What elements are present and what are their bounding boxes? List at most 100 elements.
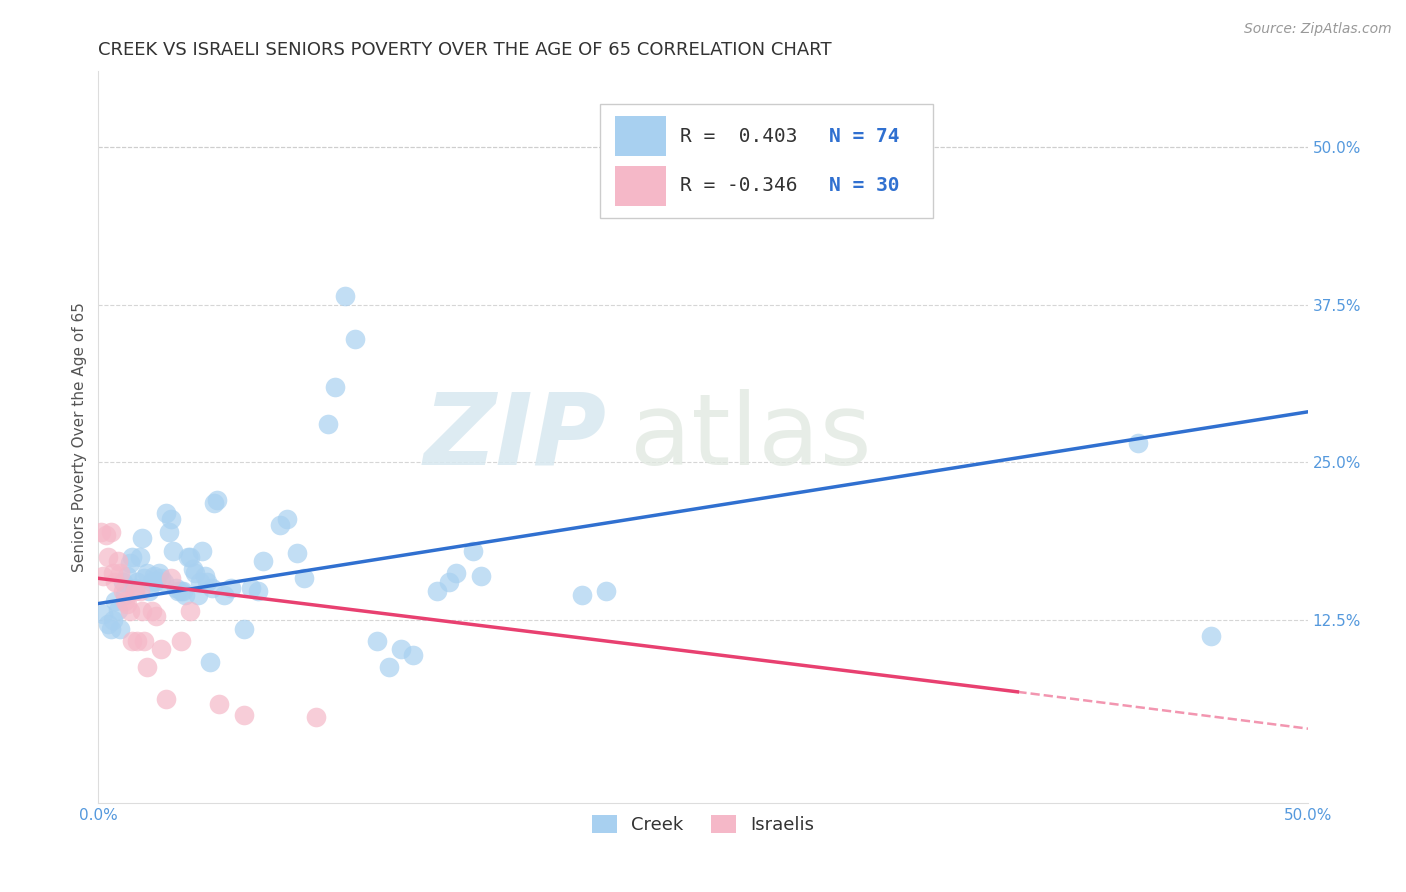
Point: [366, 634, 388, 648]
Point: [114, 588, 136, 602]
Point: [117, 597, 139, 611]
Bar: [614, 116, 665, 156]
Point: [91, 607, 114, 621]
Point: [124, 583, 146, 598]
Point: [165, 582, 187, 596]
Point: [269, 518, 291, 533]
Point: [128, 583, 150, 598]
Point: [305, 710, 328, 724]
Point: [148, 566, 170, 581]
Point: [232, 707, 254, 722]
Point: [167, 583, 190, 598]
Point: [181, 562, 204, 576]
Point: [150, 642, 173, 657]
Point: [108, 566, 131, 581]
Point: [221, 582, 243, 596]
Text: atlas: atlas: [630, 389, 872, 485]
Point: [91, 569, 114, 583]
Point: [127, 634, 149, 648]
Point: [470, 569, 492, 583]
Point: [141, 604, 163, 618]
Point: [107, 554, 129, 568]
Point: [127, 575, 149, 590]
Point: [121, 549, 143, 564]
Point: [188, 575, 211, 590]
Point: [426, 583, 449, 598]
Point: [285, 546, 308, 560]
Point: [377, 659, 399, 673]
Point: [204, 496, 226, 510]
Point: [446, 566, 468, 581]
Point: [114, 594, 136, 608]
Point: [97, 616, 120, 631]
Point: [212, 588, 235, 602]
Point: [104, 575, 127, 590]
Point: [160, 571, 183, 585]
Point: [141, 575, 163, 590]
Point: [143, 569, 166, 583]
Point: [118, 556, 141, 570]
Point: [201, 582, 224, 596]
Point: [389, 642, 412, 657]
Point: [208, 698, 231, 712]
Text: N = 30: N = 30: [828, 177, 900, 195]
Point: [232, 622, 254, 636]
Point: [155, 692, 177, 706]
Point: [1128, 436, 1150, 450]
Y-axis label: Seniors Poverty Over the Age of 65: Seniors Poverty Over the Age of 65: [72, 302, 87, 572]
Point: [187, 588, 209, 602]
Point: [172, 583, 194, 598]
Point: [179, 549, 201, 564]
Point: [145, 574, 167, 588]
Point: [104, 594, 127, 608]
Point: [111, 583, 134, 598]
Point: [160, 512, 183, 526]
Point: [131, 531, 153, 545]
Point: [571, 588, 593, 602]
Text: ZIP: ZIP: [423, 389, 606, 485]
Text: CREEK VS ISRAELI SENIORS POVERTY OVER THE AGE OF 65 CORRELATION CHART: CREEK VS ISRAELI SENIORS POVERTY OVER TH…: [98, 41, 832, 59]
Point: [107, 603, 129, 617]
Point: [90, 524, 112, 539]
Text: R = -0.346: R = -0.346: [681, 177, 797, 195]
Point: [138, 583, 160, 598]
Point: [343, 332, 366, 346]
Point: [134, 571, 156, 585]
Point: [239, 582, 262, 596]
Point: [247, 583, 270, 598]
Point: [121, 634, 143, 648]
Point: [155, 506, 177, 520]
Point: [194, 569, 217, 583]
Point: [463, 543, 485, 558]
Bar: [614, 166, 665, 206]
Point: [437, 575, 460, 590]
Point: [124, 582, 146, 596]
Point: [174, 588, 197, 602]
Point: [177, 549, 200, 564]
Point: [195, 575, 218, 590]
Point: [316, 417, 339, 432]
Point: [135, 659, 157, 673]
Point: [152, 575, 174, 590]
Point: [276, 512, 298, 526]
Point: [145, 609, 167, 624]
Point: [100, 622, 122, 636]
Point: [101, 566, 124, 581]
Point: [325, 379, 347, 393]
Point: [205, 493, 228, 508]
Text: R =  0.403: R = 0.403: [681, 127, 797, 145]
Point: [128, 549, 150, 564]
Point: [135, 566, 157, 581]
Point: [111, 575, 134, 590]
Point: [162, 543, 184, 558]
Point: [402, 648, 425, 663]
Point: [169, 634, 191, 648]
Text: N = 74: N = 74: [828, 127, 900, 145]
Point: [198, 655, 221, 669]
Point: [333, 289, 356, 303]
Point: [191, 543, 214, 558]
Point: [184, 566, 207, 581]
Text: Source: ZipAtlas.com: Source: ZipAtlas.com: [1244, 22, 1392, 37]
Point: [157, 524, 180, 539]
Point: [100, 524, 122, 539]
